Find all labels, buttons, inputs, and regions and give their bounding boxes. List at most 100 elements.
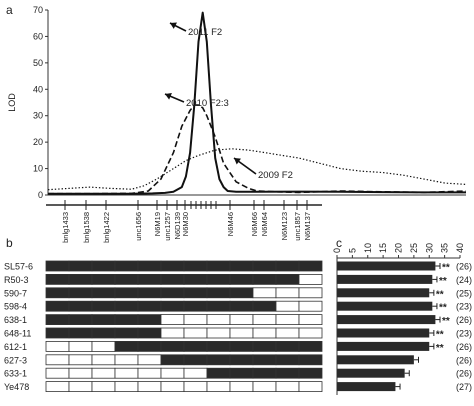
significance-label: **: [436, 289, 444, 300]
x-tick-label: 5: [347, 248, 357, 253]
genotype-cell: [45, 327, 70, 339]
row-label: 590-7: [4, 288, 27, 298]
genotype-cell: [45, 381, 70, 393]
sample-count: (24): [456, 275, 472, 285]
genotype-cell: [298, 314, 323, 326]
genotype-cell: [183, 367, 208, 379]
genotype-cell: [229, 367, 254, 379]
genotype-cell: [137, 354, 162, 366]
genotype-cell: [229, 300, 254, 312]
genotype-cell: [68, 367, 93, 379]
bar: [337, 274, 433, 284]
x-tick-label: 40: [455, 243, 465, 253]
genotype-cell: [45, 354, 70, 366]
genotype-cell: [252, 340, 277, 352]
genotype-cell: [298, 354, 323, 366]
genotype-cell: [114, 381, 139, 393]
genotype-cell: [91, 287, 116, 299]
genotype-cell: [114, 340, 139, 352]
genotype-cell: [275, 287, 300, 299]
genotype-cell: [183, 381, 208, 393]
genotype-cell: [298, 273, 323, 285]
genotype-cell: [114, 327, 139, 339]
sample-count: (26): [456, 315, 472, 325]
genotype-cell: [275, 354, 300, 366]
genotype-cell: [137, 273, 162, 285]
genotype-cell: [252, 273, 277, 285]
bar: [337, 382, 396, 392]
y-tick-label: 10: [33, 164, 43, 174]
genotype-cell: [275, 340, 300, 352]
significance-label: **: [439, 303, 447, 314]
genotype-cell: [298, 381, 323, 393]
genotype-cell: [252, 300, 277, 312]
x-tick-label: 15: [378, 243, 388, 253]
annotation-arrow-head: [165, 93, 172, 100]
genotype-cell: [275, 260, 300, 272]
genotype-cell: [252, 287, 277, 299]
lod-plot: 0 10 20 30 40 50 60 70 LOD 2011 F2 2010 F2:3 2009 F…: [7, 5, 467, 200]
genotype-cell: [137, 340, 162, 352]
genotype-cell: [275, 367, 300, 379]
genotype-cell: [298, 340, 323, 352]
genotype-cell: [45, 300, 70, 312]
genotype-cell: [183, 314, 208, 326]
genotype-cell: [229, 287, 254, 299]
sample-count: (27): [456, 382, 472, 392]
sample-count: (26): [456, 369, 472, 379]
genotype-cell: [45, 287, 70, 299]
sample-count: (26): [456, 262, 472, 272]
row-label: 648-11: [4, 329, 31, 339]
genotype-cell: [229, 340, 254, 352]
genotype-cell: [91, 340, 116, 352]
y-tick-label: 30: [33, 111, 43, 121]
genotype-cell: [68, 354, 93, 366]
x-tick-label: 10: [363, 243, 373, 253]
genotype-cell: [137, 327, 162, 339]
sample-count: (25): [456, 288, 472, 298]
sample-count: (26): [456, 342, 472, 352]
genotype-cell: [68, 340, 93, 352]
genotype-cell: [68, 300, 93, 312]
genotype-cell: [298, 260, 323, 272]
genotype-cell: [183, 300, 208, 312]
bar: [337, 355, 414, 365]
genotype-cell: [114, 367, 139, 379]
genotype-cell: [160, 367, 185, 379]
panel-b-label: b: [6, 236, 13, 250]
y-tick-label: 50: [33, 58, 43, 68]
genotype-cell: [298, 300, 323, 312]
genotype-cell: [137, 260, 162, 272]
row-label: Ye478: [4, 382, 29, 392]
marker-label: N6M66: [250, 212, 259, 236]
annotation-arrow-head: [234, 158, 241, 165]
panel-a-label: a: [6, 3, 13, 17]
annotation-arrow-head: [170, 22, 177, 29]
row-label: SL57-6: [4, 262, 33, 272]
marker-label: bnlg1538: [82, 212, 91, 243]
genotype-cell: [160, 381, 185, 393]
marker-label: N6M64: [260, 212, 269, 236]
marker-label: bnlg1422: [102, 212, 111, 243]
genotype-cell: [45, 273, 70, 285]
genotype-cell: [45, 340, 70, 352]
genotype-cell: [91, 314, 116, 326]
genotype-cell: [160, 340, 185, 352]
x-tick-label: 25: [409, 243, 419, 253]
marker-label: N6M137: [303, 212, 312, 240]
genotype-cell: [229, 273, 254, 285]
genotype-cell: [183, 354, 208, 366]
genotype-cell: [114, 273, 139, 285]
marker-label: N6M123: [280, 212, 289, 240]
genotype-cell: [229, 314, 254, 326]
y-tick-label: 0: [38, 190, 43, 200]
bar: [337, 368, 405, 378]
genotype-cell: [45, 260, 70, 272]
genotype-cell: [160, 300, 185, 312]
genotype-cell: [114, 260, 139, 272]
row-label: 627-3: [4, 355, 27, 365]
bar: [337, 301, 433, 311]
genotype-cell: [206, 314, 231, 326]
significance-label: **: [436, 330, 444, 341]
genotype-cell: [68, 381, 93, 393]
